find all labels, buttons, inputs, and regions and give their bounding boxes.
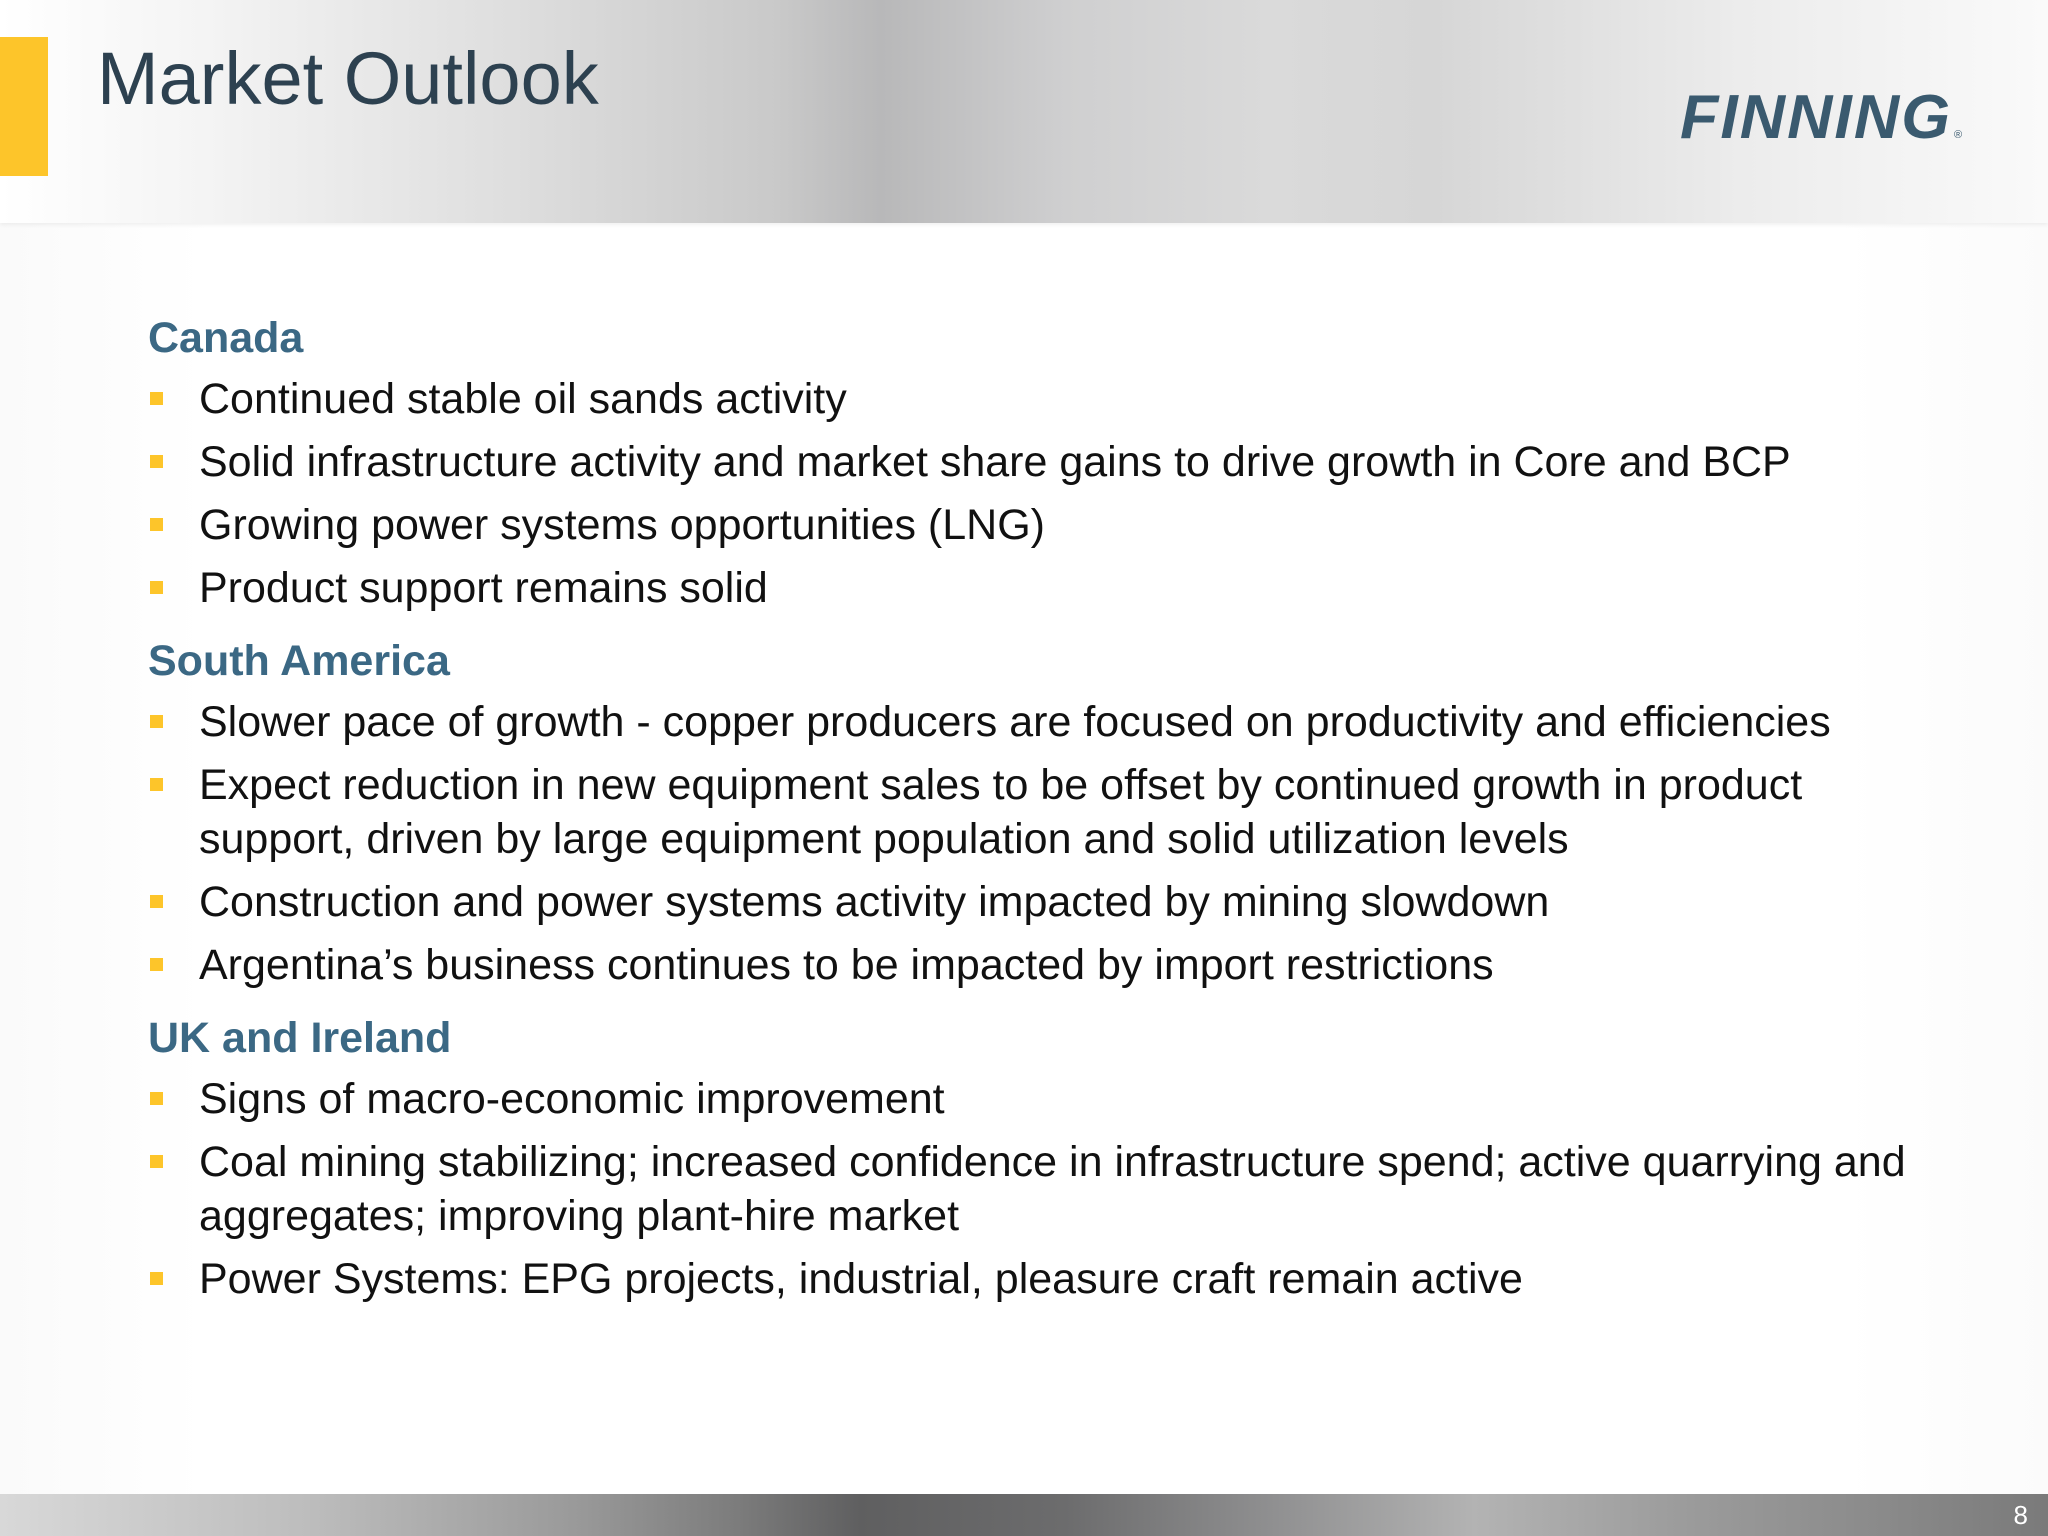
list-item: Slower pace of growth - copper producers… [148,695,1948,749]
title-accent-bar [0,37,48,176]
bullet-text: Argentina’s business continues to be imp… [199,941,1494,989]
logo-wordmark: FINNING [1680,83,1952,150]
bullet-list: Slower pace of growth - copper producers… [148,695,1948,992]
list-item: Power Systems: EPG projects, industrial,… [148,1252,1948,1306]
logo-registered-mark: ® [1954,129,1962,141]
square-bullet-icon [150,895,163,908]
bullet-text: Product support remains solid [199,564,768,612]
page-number: 8 [2013,1500,2028,1530]
list-item: Product support remains solid [148,561,1948,615]
square-bullet-icon [150,1092,163,1105]
bullet-text: Growing power systems opportunities (LNG… [199,501,1045,549]
header-band [0,0,2048,223]
list-item: Growing power systems opportunities (LNG… [148,498,1948,552]
square-bullet-icon [150,778,163,791]
list-item: Signs of macro-economic improvement [148,1072,1948,1126]
section-canada: Canada Continued stable oil sands activi… [148,308,1948,615]
square-bullet-icon [150,1155,163,1168]
page-title: Market Outlook [97,37,599,120]
list-item: Argentina’s business continues to be imp… [148,938,1948,992]
square-bullet-icon [150,392,163,405]
square-bullet-icon [150,455,163,468]
square-bullet-icon [150,715,163,728]
square-bullet-icon [150,1272,163,1285]
bullet-list: Signs of macro-economic improvement Coal… [148,1072,1948,1306]
finning-logo: FINNING ® [1680,83,1962,150]
list-item: Expect reduction in new equipment sales … [148,758,1948,866]
square-bullet-icon [150,581,163,594]
content-area: Canada Continued stable oil sands activi… [148,308,1948,1322]
bullet-list: Continued stable oil sands activity Soli… [148,372,1948,615]
bullet-text: Coal mining stabilizing; increased confi… [199,1138,1906,1240]
bullet-text: Continued stable oil sands activity [199,375,847,423]
square-bullet-icon [150,958,163,971]
bullet-text: Solid infrastructure activity and market… [199,438,1791,486]
bullet-text: Power Systems: EPG projects, industrial,… [199,1255,1523,1303]
section-uk-and-ireland: UK and Ireland Signs of macro-economic i… [148,1008,1948,1306]
bullet-text: Expect reduction in new equipment sales … [199,761,1803,863]
section-heading: Canada [148,314,304,362]
section-heading: UK and Ireland [148,1014,452,1062]
section-heading: South America [148,637,450,685]
section-south-america: South America Slower pace of growth - co… [148,631,1948,992]
bullet-text: Slower pace of growth - copper producers… [199,698,1831,746]
bullet-text: Signs of macro-economic improvement [199,1075,945,1123]
list-item: Construction and power systems activity … [148,875,1948,929]
footer-band: 8 [0,1494,2048,1536]
bullet-text: Construction and power systems activity … [199,878,1550,926]
list-item: Solid infrastructure activity and market… [148,435,1948,489]
list-item: Coal mining stabilizing; increased confi… [148,1135,1948,1243]
list-item: Continued stable oil sands activity [148,372,1948,426]
square-bullet-icon [150,518,163,531]
